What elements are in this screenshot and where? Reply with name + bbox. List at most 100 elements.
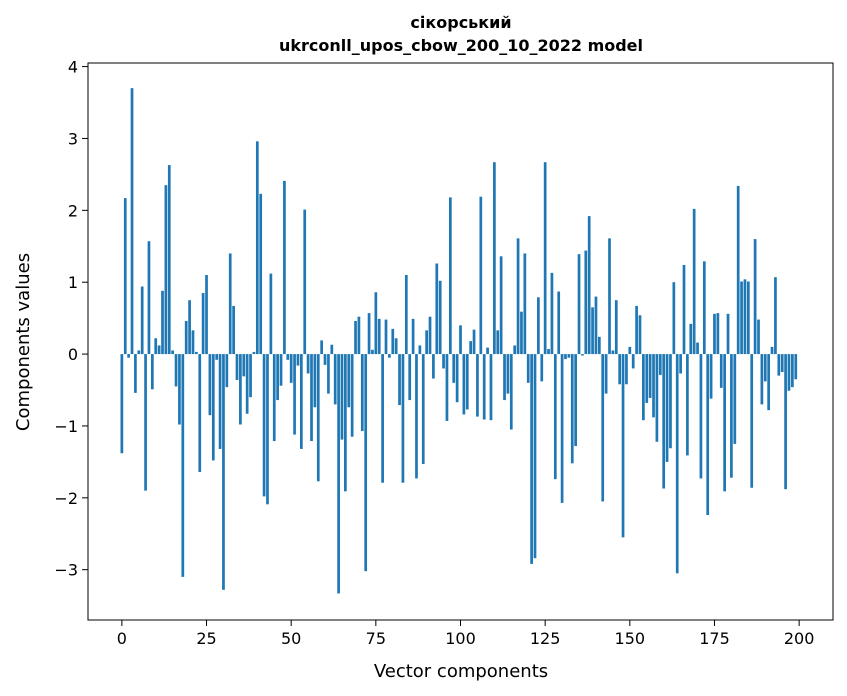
bar-129 [557,291,561,355]
bar-180 [730,354,733,478]
bar-116 [513,345,517,355]
x-tick-label-100: 100 [445,629,476,648]
bar-195 [780,354,784,373]
y-tick-label-3: 3 [68,129,78,148]
bar-21 [191,330,195,355]
bar-185 [746,281,750,355]
bar-120 [526,354,530,383]
y-tick-label-1: 1 [68,273,78,292]
bar-52 [296,354,300,366]
bar-190 [763,354,767,382]
bar-48 [283,180,286,355]
bar-75 [374,292,378,355]
bar-189 [760,354,764,405]
x-tick-label-50: 50 [281,629,301,648]
bar-178 [723,354,726,492]
bar-60 [323,354,327,365]
bar-20 [188,300,191,355]
bar-128 [553,354,557,480]
x-axis-ticks: 0 25 50 75 100 125 150 175 200 [117,620,814,648]
bar-93 [435,263,439,355]
bar-101 [462,354,466,415]
bar-4 [134,354,137,393]
bar-199 [794,354,798,380]
bar-177 [719,354,723,388]
bar-118 [520,311,523,355]
bar-162 [669,354,672,449]
y-tick-label--1: −1 [54,417,78,436]
bar-43 [266,354,269,505]
x-tick-label-0: 0 [117,629,127,648]
bar-15 [171,350,175,355]
bar-77 [381,354,384,483]
bar-111 [496,330,500,355]
bar-63 [333,354,337,405]
y-tick-label-2: 2 [68,201,78,220]
bar-184 [743,279,747,355]
bar-135 [577,254,581,355]
bar-88 [418,345,422,355]
bar-98 [452,354,456,383]
bar-50 [289,354,293,383]
bar-17 [178,354,181,425]
bar-141 [597,336,601,355]
bar-37 [245,354,249,414]
bar-155 [645,354,649,403]
bar-34 [235,354,239,380]
bar-71 [360,354,364,431]
y-tick-label--3: −3 [54,561,78,580]
bar-27 [211,354,215,461]
bar-19 [184,321,188,355]
bar-108 [486,347,489,355]
bar-127 [550,272,554,355]
bar-115 [509,354,513,430]
bar-74 [371,349,374,355]
y-tick-label-0: 0 [68,345,78,364]
bar-151 [631,354,635,369]
bar-38 [249,354,252,398]
y-tick-label--2: −2 [54,489,78,508]
bar-66 [344,354,347,492]
bar-31 [225,354,229,388]
bar-149 [625,354,628,385]
x-tick-label-75: 75 [366,629,386,648]
bar-39 [252,351,256,355]
bar-64 [337,354,340,594]
bar-51 [293,354,296,435]
chart-title: сікорський [410,13,511,32]
bar-150 [628,346,632,355]
bar-35 [239,354,242,425]
bar-30 [222,354,225,590]
bar-136 [581,354,584,356]
bar-126 [547,349,550,355]
bar-67 [347,354,351,408]
bar-0 [120,354,124,454]
bar-83 [401,354,405,483]
bar-146 [614,300,618,355]
bar-132 [567,354,571,358]
bar-186 [750,354,754,488]
bar-58 [316,354,320,482]
bar-87 [415,354,418,479]
bar-114 [506,354,510,394]
bar-166 [682,264,686,355]
bar-123 [537,297,540,355]
bar-81 [394,338,398,355]
bar-45 [272,354,276,442]
bar-160 [662,354,666,489]
bar-175 [713,313,716,355]
bar-170 [696,342,699,355]
bar-12 [161,290,164,355]
bar-143 [604,354,608,394]
bar-92 [432,354,435,379]
x-tick-label-175: 175 [699,629,730,648]
bar-194 [777,354,781,376]
bar-25 [205,275,208,355]
bar-9 [150,354,154,390]
bar-95 [442,354,445,369]
plot-area-frame [87,62,834,621]
bar-130 [560,354,564,503]
bar-153 [638,315,642,355]
